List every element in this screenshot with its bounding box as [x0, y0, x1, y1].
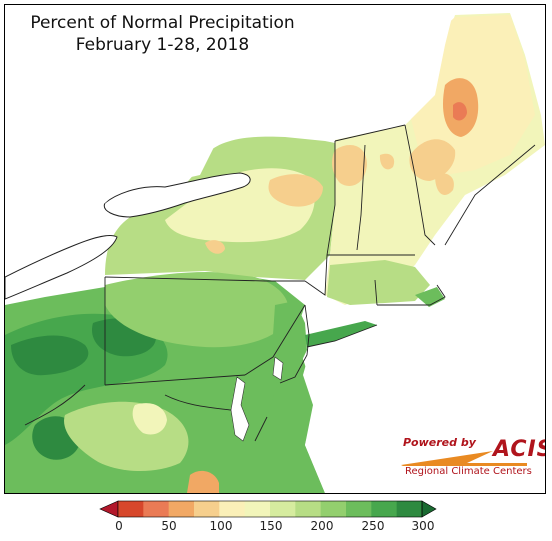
legend-tick-300: 300 — [411, 519, 435, 533]
chesapeake-bay — [230, 376, 250, 442]
canada-area — [5, 5, 335, 255]
dry-maine-center — [453, 102, 467, 121]
legend-bin — [118, 501, 144, 517]
coastline — [254, 144, 536, 442]
delaware-bay — [272, 356, 284, 381]
legend-bin — [270, 501, 296, 517]
land-darkgreen-core — [11, 335, 89, 376]
land-orange-va — [187, 470, 219, 493]
dry-maine-south — [409, 139, 456, 181]
dry-vermont — [332, 145, 367, 186]
title-line-2: February 1-28, 2018 — [75, 35, 250, 55]
dry-central-ny — [205, 240, 225, 254]
legend-bin — [244, 501, 271, 517]
legend-bin — [168, 501, 195, 517]
land-green-pa — [105, 271, 289, 348]
legend-bin — [219, 501, 246, 517]
acis-logo: Powered by ACIS Regional Climate Centers — [397, 433, 545, 483]
legend-tick-200: 200 — [310, 519, 334, 533]
map-title: Percent of Normal Precipitation February… — [0, 12, 325, 56]
land-green-li — [305, 321, 377, 347]
legend-bin — [143, 501, 170, 517]
legend-bin — [396, 501, 423, 517]
logo-rcc: Regional Climate Centers — [405, 466, 532, 477]
legend-bin — [371, 501, 398, 517]
land-pale-va — [132, 403, 167, 435]
logo-swoosh — [401, 451, 527, 466]
legend-bin — [320, 501, 347, 517]
land-cape-green — [415, 287, 445, 307]
precipitation-map: Powered by ACIS Regional Climate Centers — [4, 4, 546, 494]
state-boundaries — [24, 124, 436, 426]
land-ma-green — [327, 260, 430, 305]
dry-nh-west — [379, 153, 395, 170]
legend-bin — [346, 501, 372, 517]
legend-border — [117, 500, 423, 518]
legend-tick-50: 50 — [161, 519, 177, 533]
legend-tick-0: 0 — [115, 519, 123, 533]
dry-nh-south — [435, 173, 454, 195]
legend-colorbar — [99, 500, 437, 518]
map-canvas — [5, 5, 545, 493]
lake-ontario — [103, 172, 251, 218]
legend-over-arrow — [421, 500, 437, 518]
lake-erie — [5, 234, 118, 300]
atlantic-ocean — [303, 265, 545, 493]
legend-tick-150: 150 — [259, 519, 283, 533]
legend-bin — [295, 501, 322, 517]
legend-tick-100: 100 — [209, 519, 233, 533]
legend-bin — [194, 501, 220, 517]
title-line-1: Percent of Normal Precipitation — [30, 13, 295, 33]
logo-powered-by: Powered by — [403, 436, 476, 449]
legend-tick-250: 250 — [361, 519, 385, 533]
legend-labels: 0 50 100 150 200 250 300 — [0, 519, 552, 537]
logo-acis: ACIS — [493, 437, 545, 462]
canada-east — [335, 5, 455, 137]
land-delmarva — [243, 357, 277, 440]
legend-under-arrow — [99, 500, 119, 518]
land-green-nj — [273, 301, 307, 375]
dry-adirondack — [268, 174, 323, 207]
